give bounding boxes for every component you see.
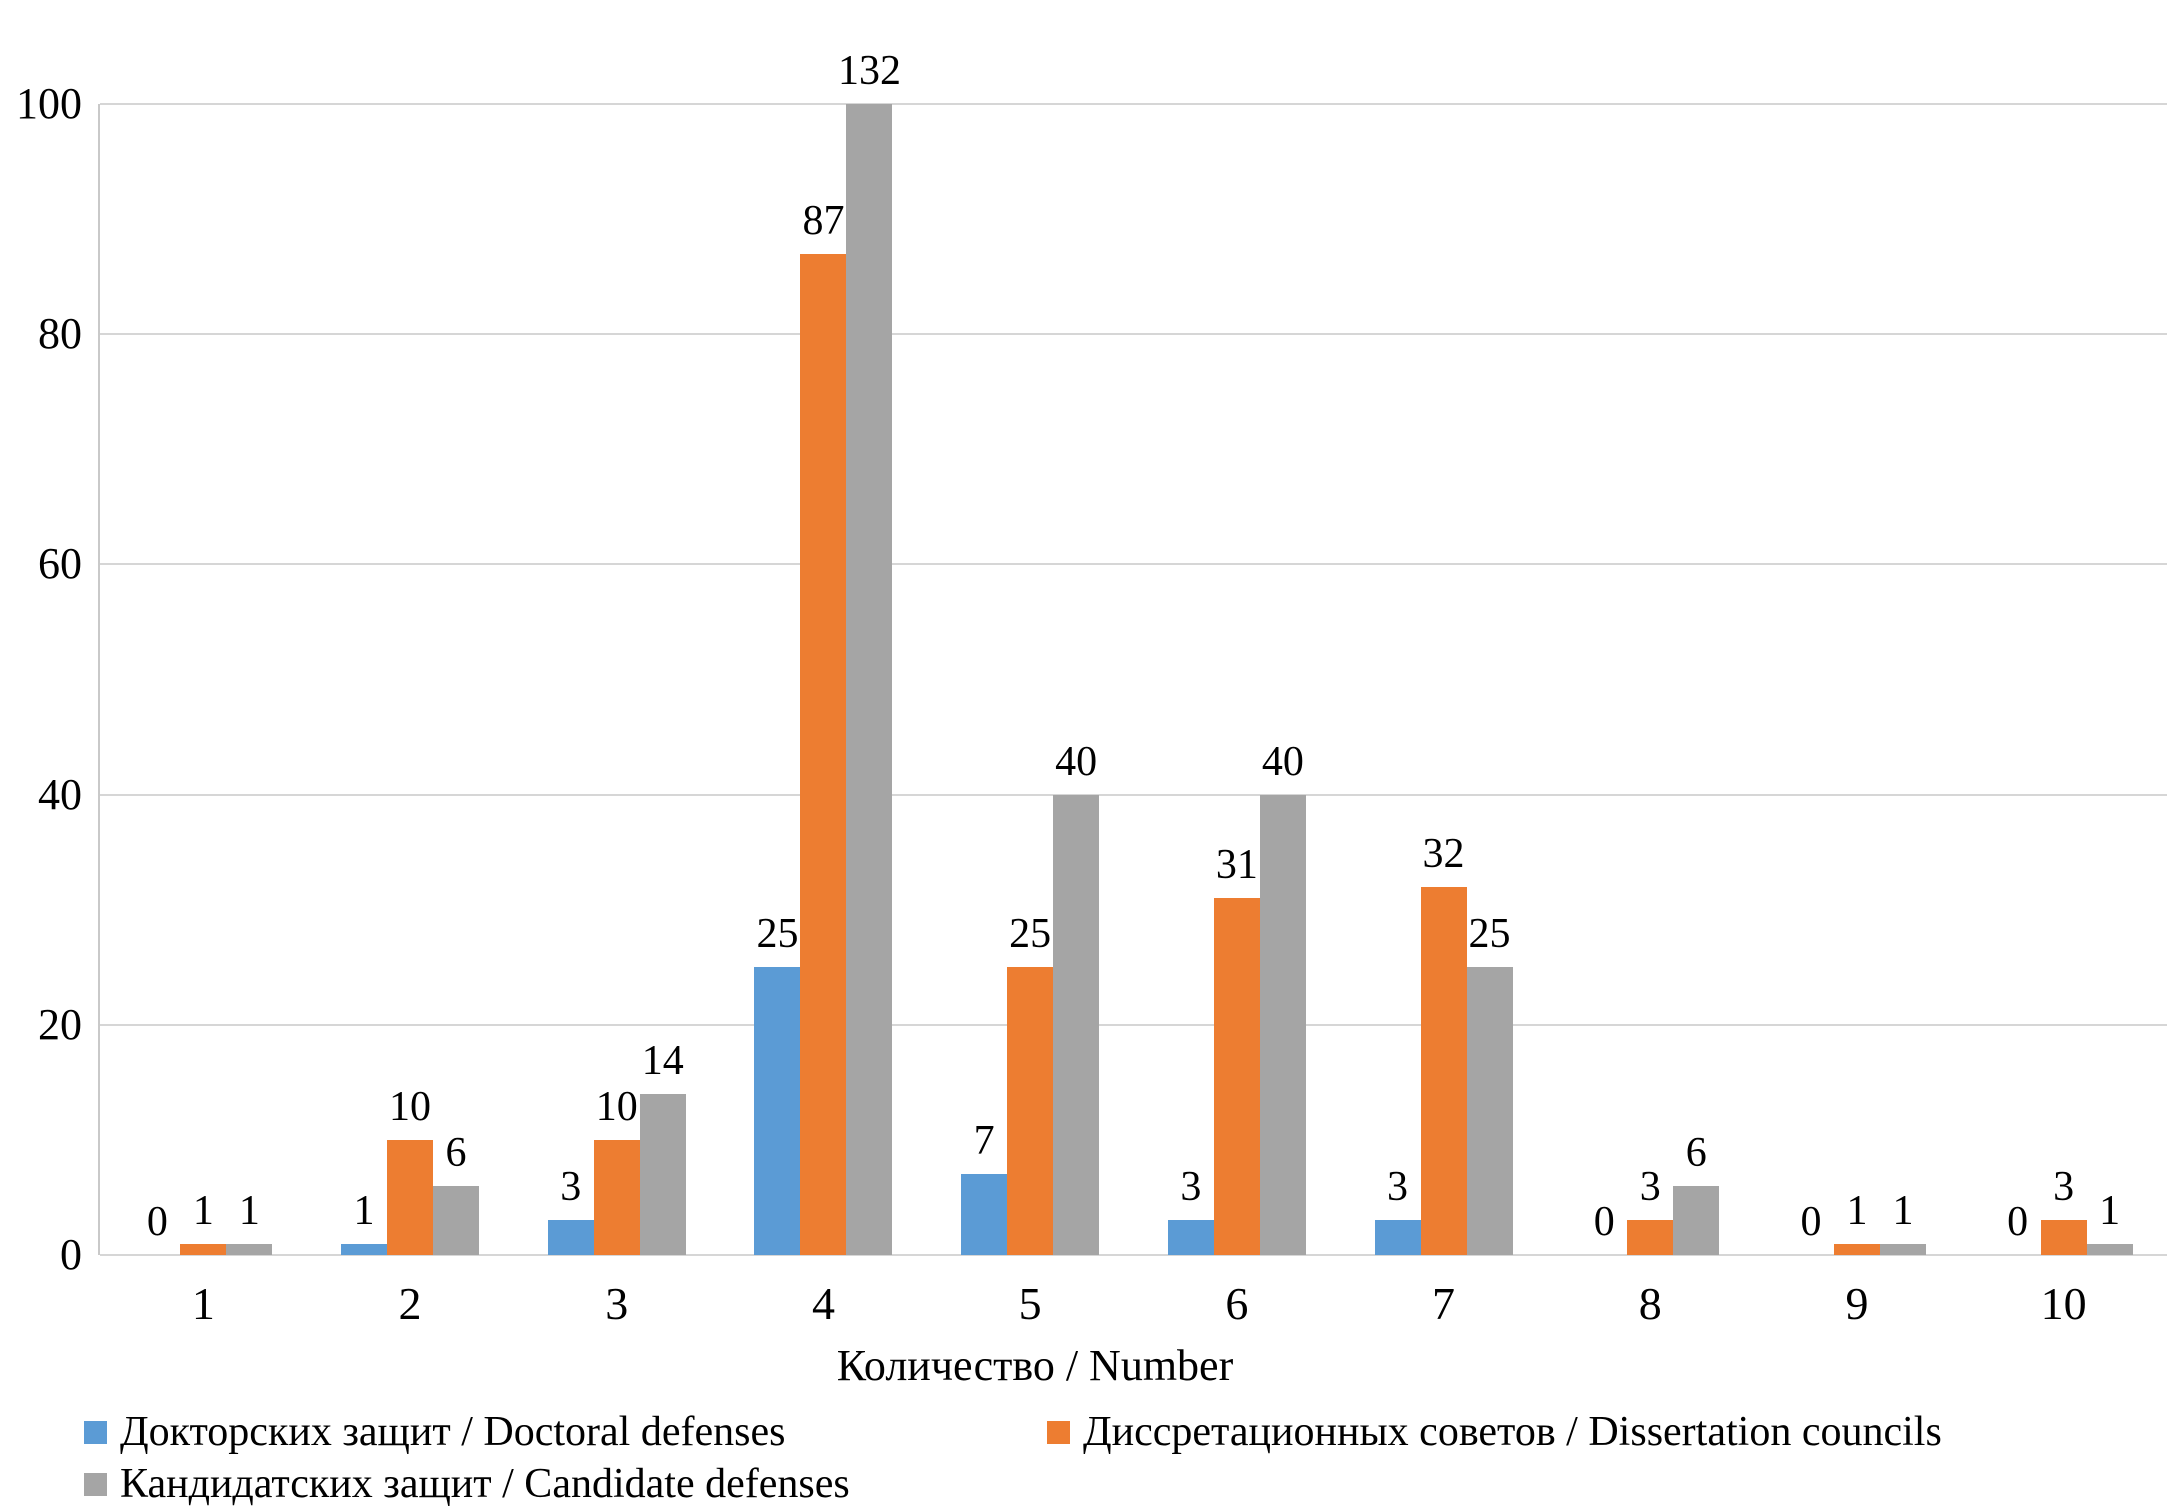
bar-label-s0-cat4: 25 [756,911,799,958]
bar-s1-cat9 [1833,1243,1880,1255]
bar-label-s2-cat6: 40 [1261,738,1304,785]
bar-label-s1-cat7: 32 [1422,830,1465,877]
bar-label-s1-cat5: 25 [1009,911,1052,958]
bar-label-s1-cat10: 3 [2053,1164,2075,1211]
bar-label-s2-cat8: 6 [1685,1129,1707,1176]
x-tick-label-2: 2 [398,1278,422,1329]
bar-s2-cat4 [846,104,893,1255]
bar-label-s0-cat3: 3 [560,1164,582,1211]
x-tick-label-5: 5 [1018,1278,1042,1329]
y-axis-line [98,104,100,1255]
bar-label-s2-cat10: 1 [2099,1187,2121,1234]
bar-s2-cat9 [1879,1243,1926,1255]
x-tick-label-7: 7 [1432,1278,1456,1329]
bar-s1-cat8 [1627,1220,1674,1255]
bar-label-s1-cat3: 10 [595,1083,638,1130]
legend-item-doctoral-defenses: Докторских защит / Doctoral defenses [84,1408,785,1456]
bar-s0-cat7 [1374,1220,1421,1255]
x-axis-title: Количество / Number [836,1341,1234,1390]
bar-label-s2-cat2: 6 [445,1129,467,1176]
bar-s1-cat10 [2040,1220,2087,1255]
bar-label-s1-cat4: 87 [802,197,845,244]
gridline-0 [100,1254,2167,1256]
bar-s2-cat10 [2086,1243,2133,1255]
legend-label-candidate-defenses: Кандидатских защит / Candidate defenses [120,1461,850,1507]
legend-swatch-candidate-defenses [84,1472,107,1496]
bar-label-s1-cat6: 31 [1215,842,1258,889]
bar-s0-cat2 [341,1243,388,1255]
bar-label-s0-cat1: 0 [146,1199,168,1245]
legend-item-candidate-defenses: Кандидатских защит / Candidate defenses [84,1460,850,1508]
bar-s2-cat1 [226,1243,273,1255]
bar-s0-cat3 [547,1220,594,1255]
plot-area: 0 1 1 1 10 6 3 10 14 25 87 132 7 25 40 3 31 40 3 32 25 0 3 6 0 1 1… [98,50,2167,1256]
bar-label-s0-cat8: 0 [1593,1199,1615,1245]
legend-swatch-doctoral-defenses [84,1420,107,1444]
gridline-40 [100,793,2167,796]
bar-label-s1-cat2: 10 [389,1083,432,1130]
bar-label-s0-cat5: 7 [973,1118,995,1165]
x-tick-label-9: 9 [1845,1278,1869,1329]
bar-label-s2-cat1: 1 [238,1187,260,1234]
bar-label-s0-cat6: 3 [1180,1164,1202,1211]
bar-s1-cat6 [1213,898,1260,1255]
gridline-80 [100,333,2167,336]
bar-label-s1-cat1: 1 [192,1187,214,1234]
bar-s2-cat2 [433,1185,480,1255]
gridline-20 [100,1023,2167,1026]
bar-label-s2-cat3: 14 [641,1037,684,1084]
bar-label-s2-cat4: 132 [837,48,901,94]
bar-label-s2-cat5: 40 [1055,738,1098,785]
bar-s2-cat8 [1673,1185,1720,1255]
y-tick-label-0: 0 [60,1230,82,1279]
bar-s1-cat7 [1420,886,1467,1255]
bar-label-s2-cat7: 25 [1468,911,1511,958]
legend-label-dissertation-councils: Диссретационных советов / Dissertation c… [1083,1409,1942,1455]
bar-s1-cat2 [387,1139,434,1255]
bar-s2-cat6 [1259,794,1306,1255]
bar-label-s0-cat10: 0 [2007,1199,2029,1245]
bar-s0-cat6 [1167,1220,1214,1255]
x-tick-label-1: 1 [191,1278,215,1329]
bar-s1-cat1 [180,1243,227,1255]
y-tick-label-80: 80 [38,309,82,359]
legend-swatch-dissertation-councils [1047,1420,1070,1444]
x-tick-label-3: 3 [605,1278,629,1329]
y-tick-label-60: 60 [38,539,82,589]
bar-label-s1-cat8: 3 [1639,1164,1661,1211]
x-tick-label-8: 8 [1638,1278,1662,1329]
bar-label-s0-cat7: 3 [1387,1164,1409,1211]
bar-s1-cat3 [593,1139,640,1255]
bar-s2-cat5 [1053,794,1100,1255]
bar-s2-cat7 [1466,967,1513,1255]
x-tick-label-6: 6 [1225,1278,1249,1329]
x-tick-label-10: 10 [2040,1278,2087,1329]
bar-s0-cat5 [961,1174,1008,1255]
bar-label-s2-cat9: 1 [1892,1187,1914,1234]
bar-s1-cat4 [800,253,847,1255]
x-tick-label-4: 4 [811,1278,835,1329]
bar-label-s0-cat2: 1 [353,1187,375,1234]
gridline-60 [100,563,2167,566]
bar-label-s1-cat9: 1 [1846,1187,1868,1234]
y-tick-label-40: 40 [38,769,82,819]
legend-item-dissertation-councils: Диссретационных советов / Dissertation c… [1047,1408,1942,1456]
bar-s2-cat3 [639,1093,686,1255]
y-tick-label-20: 20 [38,999,82,1049]
bar-s0-cat4 [754,967,801,1255]
y-tick-label-100: 100 [16,79,82,128]
bar-label-s0-cat9: 0 [1800,1199,1822,1245]
legend-label-doctoral-defenses: Докторских защит / Doctoral defenses [120,1409,786,1455]
gridline-100 [100,103,2167,105]
bar-s1-cat5 [1007,967,1054,1255]
